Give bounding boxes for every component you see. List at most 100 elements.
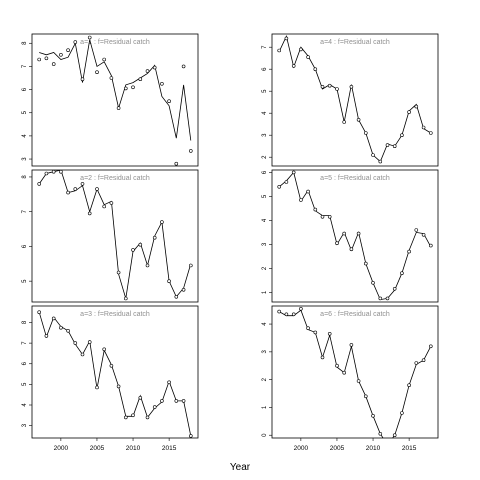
observed-point [407, 249, 411, 254]
observed-point [306, 326, 310, 331]
observed-point [152, 65, 157, 70]
observed-point [356, 118, 361, 122]
observed-point [356, 231, 361, 236]
observed-point [95, 70, 99, 74]
observed-point [160, 399, 164, 403]
observed-point [313, 207, 318, 212]
y-tick-label: 5 [22, 279, 28, 283]
observed-point [124, 296, 128, 301]
observed-point [131, 413, 135, 418]
y-tick-label: 8 [22, 320, 28, 324]
observed-point [363, 261, 368, 266]
observed-point [109, 76, 114, 80]
x-tick-label: 2015 [162, 445, 177, 452]
observed-point [51, 316, 56, 321]
y-tick-label: 2 [262, 266, 268, 270]
observed-point [51, 62, 56, 66]
observed-point [167, 279, 171, 284]
panel-2: a=4 : f=Residual catch 2 3 4 5 6 7 [262, 33, 439, 167]
observed-point [152, 235, 157, 240]
panel-4: a=5 : f=Residual catch 1 2 3 4 5 6 [262, 169, 439, 303]
observed-point [131, 248, 135, 252]
y-tick-label: 4 [262, 218, 268, 222]
observed-point [181, 287, 186, 292]
fitted-line [278, 171, 432, 301]
panel-5: a=3 : f=Residual catch 3 4 5 6 7 8 2000 2005 2010… [22, 305, 199, 452]
observed-point [51, 170, 56, 174]
observed-point [299, 47, 303, 52]
observed-point [320, 355, 325, 360]
y-tick-label: 3 [262, 242, 268, 246]
panel-frame [271, 33, 439, 167]
observed-point [167, 380, 171, 385]
y-tick-label: 1 [262, 290, 268, 294]
plot-area [277, 34, 433, 164]
y-tick-label: 6 [262, 170, 268, 174]
observed-point [181, 64, 186, 69]
observed-point [277, 309, 282, 314]
observed-point [277, 48, 282, 53]
observed-point [116, 270, 121, 275]
observed-point [167, 99, 171, 103]
plot-area [277, 306, 433, 438]
fitted-line [279, 309, 432, 438]
observed-point [291, 64, 296, 68]
observed-point [102, 204, 106, 209]
observed-point [335, 87, 339, 91]
observed-point [342, 120, 347, 124]
observed-point [335, 363, 339, 368]
observed-point [87, 211, 92, 216]
observed-point [66, 48, 70, 53]
observed-point [109, 363, 114, 368]
observed-point [181, 399, 186, 403]
x-tick-label: 2005 [330, 445, 345, 452]
observed-point [87, 340, 92, 344]
y-tick-label: 6 [22, 244, 28, 248]
observed-point [145, 69, 150, 73]
observed-point [145, 263, 150, 268]
x-tick-label: 2000 [294, 445, 309, 452]
panel-title: a=2 : f=Residual catch [80, 175, 150, 182]
observed-point [414, 104, 419, 109]
observed-point [378, 159, 383, 164]
observed-point [37, 310, 42, 315]
observed-point [277, 185, 282, 189]
y-tick-label: 2 [262, 377, 268, 381]
observed-point [421, 233, 426, 237]
observed-point [87, 35, 92, 40]
observed-point [327, 83, 332, 88]
observed-point [371, 153, 375, 157]
observed-point [327, 331, 332, 336]
observed-point [189, 263, 193, 268]
observed-point [102, 57, 106, 62]
x-tick-label: 2010 [126, 445, 141, 452]
observed-point [284, 36, 289, 41]
panel-frame [31, 305, 199, 439]
observed-point [152, 405, 157, 409]
observed-point [349, 343, 354, 347]
observed-point [145, 415, 150, 420]
observed-point [421, 358, 426, 363]
observed-point [44, 56, 49, 61]
observed-point [407, 383, 411, 388]
observed-point [306, 189, 310, 194]
observed-point [138, 395, 143, 400]
observed-point [160, 82, 164, 86]
observed-point [356, 379, 361, 383]
observed-point [124, 415, 128, 420]
observed-point [291, 170, 296, 175]
observed-point [174, 294, 179, 299]
y-tick-label: 8 [22, 41, 28, 45]
observed-point [313, 67, 318, 71]
observed-point [378, 296, 383, 301]
y-tick-label: 7 [22, 64, 28, 68]
observed-point [80, 182, 85, 186]
observed-point [371, 280, 375, 285]
observed-point [385, 143, 390, 147]
panel-frame [31, 33, 199, 167]
y-tick-label: 4 [22, 134, 28, 138]
observed-point [73, 187, 78, 191]
observed-point [349, 247, 354, 251]
observed-point [400, 271, 404, 276]
